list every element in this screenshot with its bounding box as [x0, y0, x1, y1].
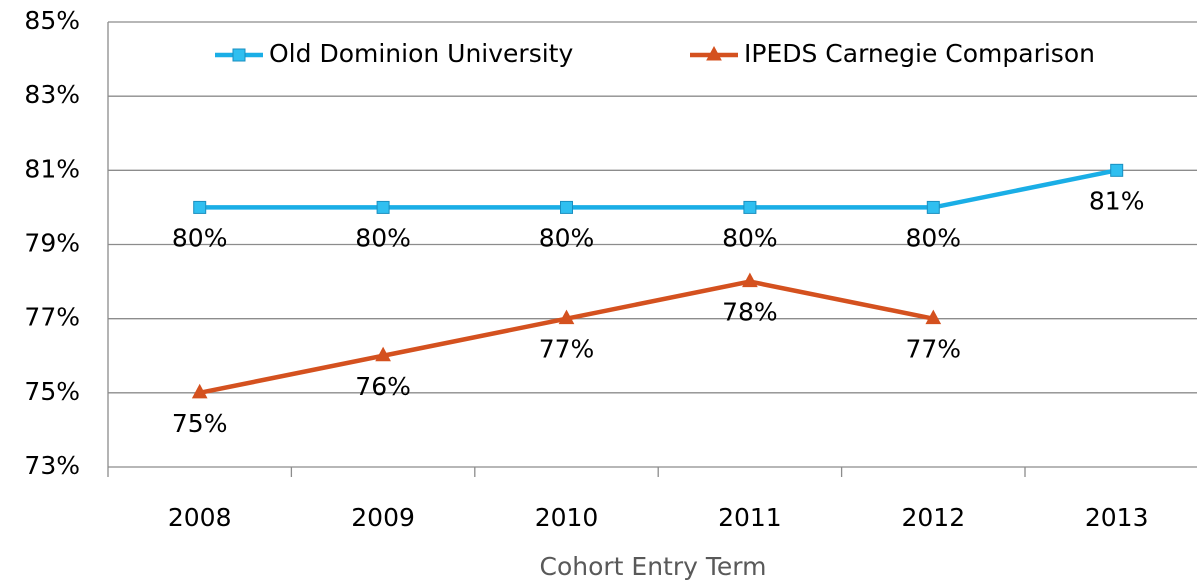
data-label: 80% — [355, 223, 411, 252]
y-tick-label: 81% — [24, 154, 80, 183]
legend-marker — [232, 48, 246, 62]
data-label: 77% — [539, 335, 595, 364]
x-tick-label: 2011 — [718, 503, 782, 532]
series-line — [199, 168, 1118, 210]
data-point — [376, 200, 390, 214]
legend-label: Old Dominion University — [269, 39, 573, 68]
data-point — [191, 383, 208, 399]
y-tick-label: 85% — [24, 6, 80, 35]
x-axis-label: Cohort Entry Term — [540, 552, 767, 581]
y-tick-label: 75% — [24, 377, 80, 406]
data-point — [375, 346, 391, 362]
y-tick-label: 77% — [24, 303, 80, 332]
y-tick-label: 79% — [24, 229, 80, 258]
legend-marker — [706, 45, 722, 61]
data-label: 81% — [1089, 186, 1145, 215]
legend-label: IPEDS Carnegie Comparison — [744, 39, 1095, 68]
data-point — [743, 200, 757, 214]
data-point — [1110, 163, 1124, 177]
x-tick-label: 2010 — [535, 503, 599, 532]
data-label: 80% — [172, 223, 228, 252]
data-point — [193, 200, 207, 214]
x-tick-label: 2012 — [901, 503, 965, 532]
x-tick-label: 2013 — [1085, 503, 1149, 532]
x-tick-label: 2009 — [351, 503, 415, 532]
data-label: 78% — [722, 298, 778, 327]
data-point — [742, 272, 758, 288]
data-label: 80% — [722, 223, 778, 252]
y-tick-label: 83% — [24, 80, 80, 109]
data-label: 80% — [906, 223, 962, 252]
data-point — [560, 200, 573, 214]
data-label: 80% — [539, 223, 595, 252]
y-tick-label: 73% — [24, 451, 80, 480]
data-point — [925, 309, 942, 325]
data-label: 77% — [906, 335, 962, 364]
data-label: 75% — [172, 409, 228, 438]
data-point — [926, 200, 940, 214]
data-label: 76% — [355, 372, 411, 401]
x-tick-label: 2008 — [168, 503, 232, 532]
data-point — [558, 309, 575, 325]
